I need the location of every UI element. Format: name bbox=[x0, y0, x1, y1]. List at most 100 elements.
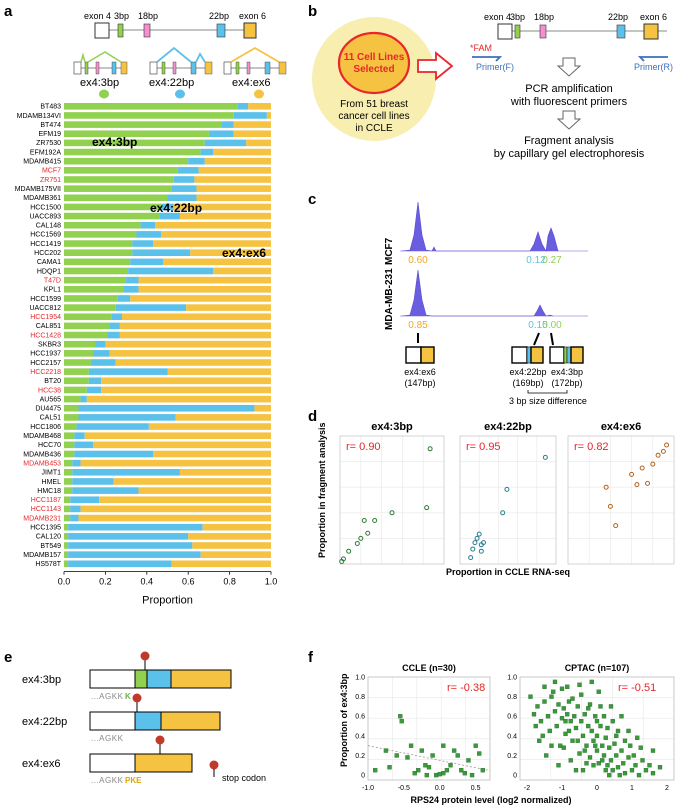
scatter-point bbox=[480, 768, 485, 773]
bar-ex4:ex6 bbox=[188, 533, 271, 540]
scatter-point bbox=[613, 523, 619, 529]
primer-f-label: Primer(F) bbox=[476, 62, 514, 72]
bar-ex4:ex6 bbox=[84, 432, 271, 439]
mcf7-ex4ex6-value: 0.60 bbox=[408, 255, 428, 266]
scatter-point bbox=[655, 452, 661, 458]
exon4-box bbox=[94, 22, 110, 39]
scatter-point bbox=[594, 748, 600, 753]
scatter-point bbox=[361, 517, 367, 523]
bar-ex4:3bp bbox=[64, 185, 172, 192]
scatter-point bbox=[589, 679, 594, 685]
r-value: r= 0.82 bbox=[574, 441, 609, 453]
scatter-point bbox=[660, 448, 666, 454]
scatter-point bbox=[615, 765, 621, 770]
e-ex4ex6-seq1: ...AGKK bbox=[91, 776, 124, 785]
scatter-point bbox=[622, 770, 628, 776]
bp22-label: 22bp bbox=[209, 11, 229, 21]
bar-ex4:22bp bbox=[173, 176, 195, 183]
bar-ex4:ex6 bbox=[138, 276, 271, 284]
stop-codon-ex4ex6-icon bbox=[155, 735, 165, 745]
scatter-point bbox=[608, 704, 614, 709]
scatter-point bbox=[340, 556, 346, 562]
bar-ex4:3bp bbox=[64, 359, 91, 366]
cell-line-label: HCC2218 bbox=[30, 369, 61, 376]
scatter-ex422: ex4:22bp r= 0.95 bbox=[459, 421, 557, 565]
bar-ex4:3bp bbox=[64, 469, 73, 476]
scatter-point bbox=[365, 530, 371, 536]
bar-ex4:22bp bbox=[177, 167, 199, 174]
scatter-point bbox=[594, 733, 600, 739]
fragment-ex4ex6 bbox=[405, 346, 435, 364]
bar-ex4:3bp bbox=[64, 450, 75, 458]
e-ex43-label: ex4:3bp bbox=[22, 674, 61, 686]
y-tick-label: 0.6 bbox=[507, 714, 517, 721]
bar-ex4:3bp bbox=[64, 368, 89, 375]
scatter-point bbox=[434, 772, 439, 778]
bar-ex4:ex6 bbox=[233, 121, 271, 128]
y-tick-label: 0 bbox=[513, 773, 517, 780]
bar-ex4:ex6 bbox=[86, 395, 272, 403]
f-ylabel: Proportion of ex4:3bp bbox=[339, 673, 349, 767]
scatter-point bbox=[647, 763, 652, 768]
x-tick-label: -0.5 bbox=[398, 785, 410, 792]
frag1-name: ex4:ex6 bbox=[404, 367, 436, 377]
bar-ex4:22bp bbox=[78, 414, 176, 421]
exon4-label: exon 4 bbox=[84, 11, 111, 21]
scatter-point bbox=[650, 770, 656, 776]
cell-line-label: UACC893 bbox=[29, 213, 61, 220]
bar-ex4:3bp bbox=[64, 523, 69, 531]
cell-line-label: EFM19 bbox=[38, 131, 61, 138]
scatter-point bbox=[586, 706, 591, 711]
scatter-point bbox=[466, 758, 471, 763]
bar-ex4:22bp bbox=[111, 313, 122, 321]
scatter-point bbox=[437, 771, 442, 777]
bar-ex4:22bp bbox=[88, 368, 168, 375]
scatter-point bbox=[427, 446, 433, 452]
dot-ex43 bbox=[99, 89, 109, 99]
bar-ex4:3bp bbox=[64, 231, 137, 238]
cell-line-label: HDQP1 bbox=[37, 268, 61, 275]
exon-18bp-box bbox=[143, 23, 151, 38]
bar-ex4:3bp bbox=[64, 432, 75, 439]
trace-mcf7 bbox=[400, 201, 588, 252]
bar-ex4:3bp bbox=[64, 148, 201, 156]
bar-ex4:22bp bbox=[80, 395, 87, 403]
bar-ex4:ex6 bbox=[175, 414, 271, 421]
scatter-point bbox=[584, 761, 589, 766]
bar-ex4:ex6 bbox=[248, 103, 271, 110]
scatter-point bbox=[619, 714, 624, 719]
bar-ex4:ex6 bbox=[196, 185, 271, 192]
d-xlabel: Proportion in CCLE RNA-seq bbox=[446, 567, 570, 577]
scatter-point bbox=[587, 755, 593, 760]
scatter-point bbox=[596, 761, 601, 766]
scatter-point bbox=[535, 704, 540, 709]
scatter-point bbox=[664, 442, 670, 448]
scatter-point bbox=[354, 541, 360, 547]
scatter-point bbox=[608, 758, 614, 763]
scatter-point bbox=[547, 728, 552, 734]
scatter-ex4ex6: ex4:ex6 r= 0.82 bbox=[567, 421, 675, 565]
bar-ex4:22bp bbox=[78, 404, 255, 412]
cell-line-label: MDAMB231 bbox=[23, 515, 61, 522]
scatter-point bbox=[542, 699, 547, 704]
scatter-ex43: ex4:3bp r= 0.90 bbox=[339, 421, 445, 565]
scatter-point bbox=[650, 461, 656, 467]
panel-b-gene-structure: exon 4 3bp 18bp 22bp exon 6 bbox=[484, 12, 667, 40]
cell-line-label: HCC1395 bbox=[30, 525, 61, 532]
bar-ex4:3bp bbox=[64, 350, 93, 357]
scatter-point bbox=[448, 763, 453, 768]
scatter-point bbox=[528, 694, 533, 699]
bar-ex4:3bp bbox=[64, 112, 234, 119]
bar-ex4:3bp bbox=[64, 304, 116, 311]
bar-ex4:ex6 bbox=[173, 203, 271, 211]
bar-ex4:22bp bbox=[200, 148, 214, 156]
cell-line-label: MDAMB468 bbox=[23, 433, 61, 440]
scatter-point bbox=[650, 748, 656, 753]
scatter-point bbox=[398, 714, 403, 719]
scatter-point bbox=[459, 768, 464, 773]
scatter-point bbox=[601, 714, 607, 719]
e-ex4ex6-label: ex4:ex6 bbox=[22, 758, 61, 770]
bar-ex4:3bp bbox=[64, 533, 69, 540]
cell-line-label: HCC1187 bbox=[31, 497, 61, 504]
scatter-point bbox=[640, 758, 645, 763]
